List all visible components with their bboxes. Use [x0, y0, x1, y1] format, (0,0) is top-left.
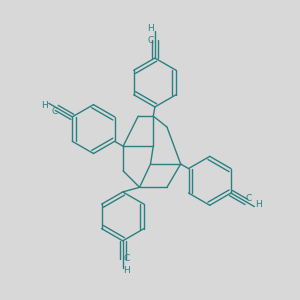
Text: H: H [41, 101, 48, 110]
Text: H: H [123, 266, 130, 275]
Text: H: H [148, 24, 154, 33]
Text: C: C [124, 254, 130, 263]
Text: C: C [245, 194, 251, 203]
Text: C: C [52, 107, 58, 116]
Text: C: C [148, 36, 154, 45]
Text: H: H [255, 200, 262, 209]
